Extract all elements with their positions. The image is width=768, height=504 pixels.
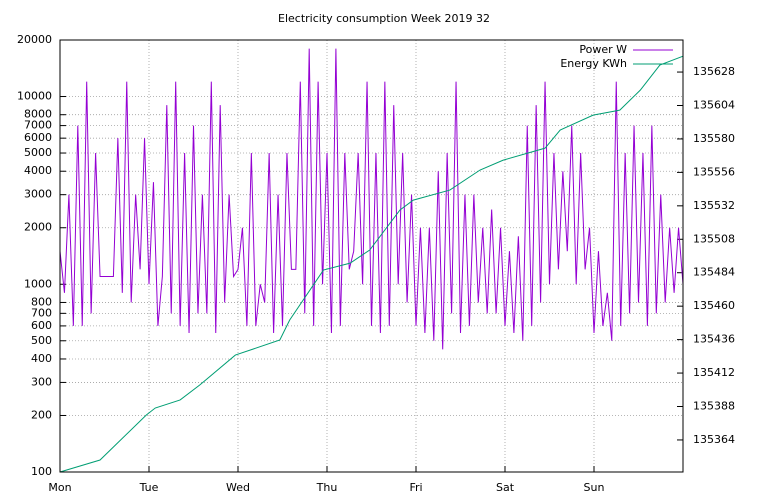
y2-tick-label: 135412 <box>693 366 735 379</box>
plot-border <box>59 39 684 473</box>
y2-tick-label: 135604 <box>693 98 735 111</box>
legend-label: Energy KWh <box>560 57 627 70</box>
y2-tick-label: 135460 <box>693 299 735 312</box>
y2-tick-label: 135436 <box>693 333 735 346</box>
x-tick-label: Fri <box>409 481 422 494</box>
y-tick-label: 10000 <box>17 90 52 103</box>
y2-tick-label: 135364 <box>693 433 735 446</box>
y-tick-label: 6000 <box>24 131 52 144</box>
y-tick-label: 7000 <box>24 119 52 132</box>
y2-tick-label: 135628 <box>693 65 735 78</box>
y-tick-label: 1000 <box>24 277 52 290</box>
y-tick-label: 400 <box>31 352 52 365</box>
chart-title: Electricity consumption Week 2019 32 <box>278 12 490 25</box>
y2-tick-label: 135556 <box>693 165 735 178</box>
y-tick-label: 300 <box>31 375 52 388</box>
y-tick-label: 4000 <box>24 164 52 177</box>
y-tick-label: 8000 <box>24 108 52 121</box>
y-tick-label: 3000 <box>24 188 52 201</box>
y-tick-label: 700 <box>31 306 52 319</box>
y-tick-label: 800 <box>31 295 52 308</box>
y2-tick-label: 135508 <box>693 232 735 245</box>
y-tick-label: 500 <box>31 334 52 347</box>
series-line <box>59 48 684 350</box>
x-tick-label: Thu <box>316 481 338 494</box>
y-tick-label: 200 <box>31 408 52 421</box>
y2-tick-label: 135532 <box>693 199 735 212</box>
y2-tick-label: 135580 <box>693 132 735 145</box>
y-tick-label: 600 <box>31 319 52 332</box>
y-tick-label: 5000 <box>24 146 52 159</box>
y-tick-label: 2000 <box>24 221 52 234</box>
x-tick-label: Sat <box>496 481 515 494</box>
x-tick-label: Sun <box>584 481 605 494</box>
legend-label: Power W <box>579 43 627 56</box>
y2-tick-label: 135484 <box>693 266 735 279</box>
series-line <box>59 55 684 473</box>
x-tick-label: Tue <box>139 481 159 494</box>
y2-tick-label: 135388 <box>693 400 735 413</box>
x-tick-label: Mon <box>48 481 71 494</box>
y-tick-label: 100 <box>31 465 52 478</box>
x-tick-label: Wed <box>226 481 250 494</box>
y-tick-label: 20000 <box>17 33 52 46</box>
